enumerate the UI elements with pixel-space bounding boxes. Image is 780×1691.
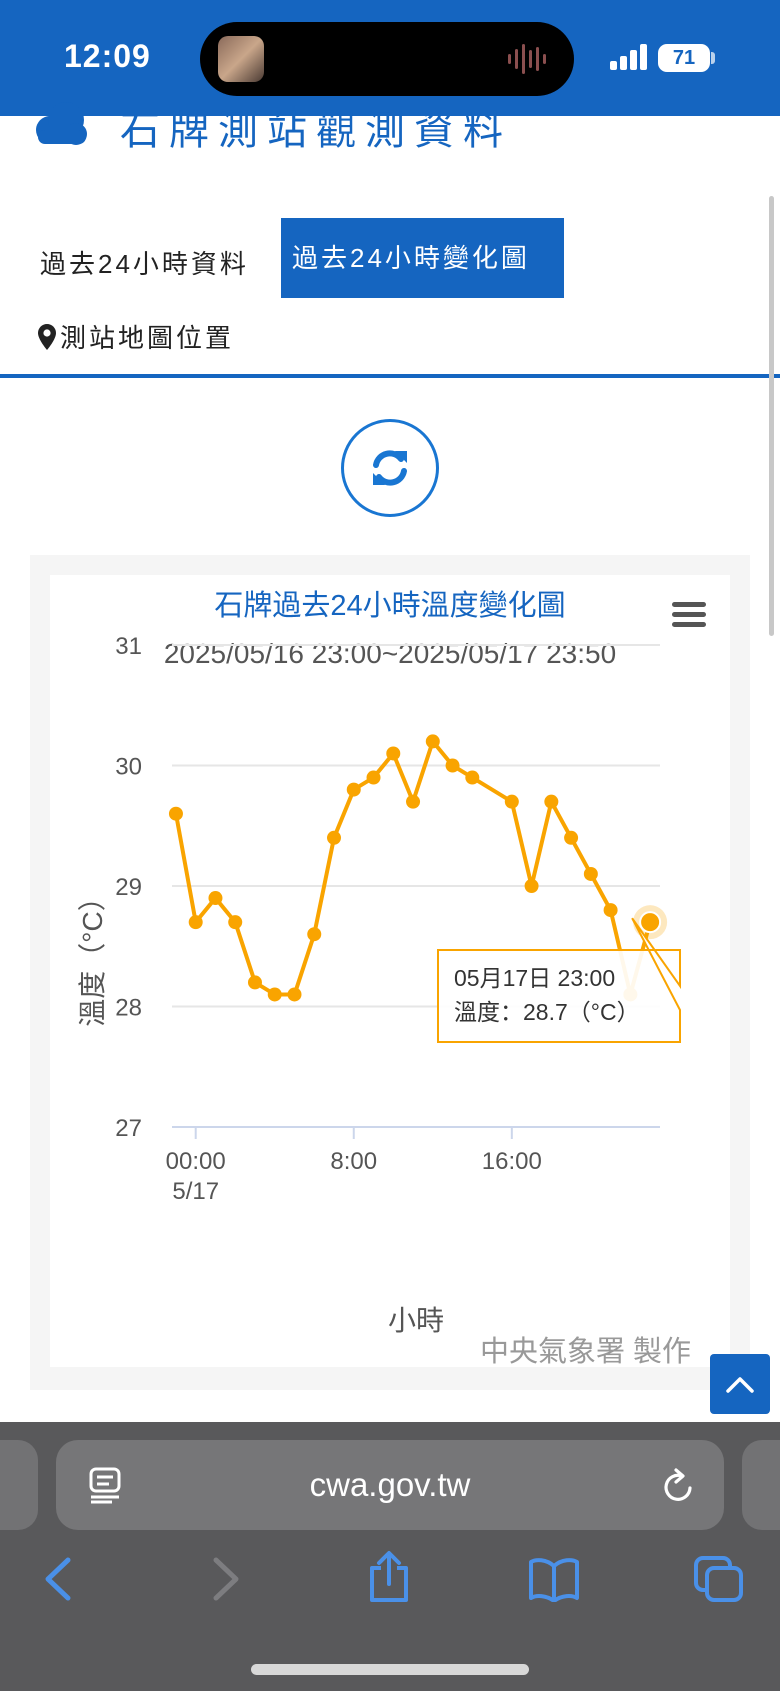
data-point — [327, 830, 342, 845]
refresh-button[interactable] — [341, 419, 439, 517]
refresh-icon — [373, 450, 407, 486]
data-point — [208, 891, 223, 906]
address-bar[interactable] — [56, 1440, 724, 1530]
tooltip-date: 05月17日 23:00 — [454, 965, 615, 991]
page-scrollbar[interactable] — [769, 196, 774, 636]
reader-mode-icon[interactable] — [88, 1466, 122, 1504]
x-tick-label: 16:00 — [482, 1148, 542, 1175]
y-tick-label: 27 — [115, 1115, 142, 1142]
tooltip-value: 溫度：28.7（°C） — [454, 999, 640, 1025]
x-tick-sublabel: 5/17 — [172, 1178, 219, 1205]
battery-tip — [711, 52, 715, 64]
chart-subtitle: 2025/05/16 23:00~2025/05/17 23:50 — [164, 638, 616, 669]
now-playing-thumbnail — [218, 36, 264, 82]
data-point — [583, 866, 598, 881]
y-tick-label: 31 — [115, 633, 142, 660]
data-point — [425, 734, 440, 749]
data-point — [445, 758, 460, 773]
tooltip-box — [437, 917, 681, 1043]
data-point — [564, 830, 579, 845]
page-header: 石牌測站觀測資料 — [0, 100, 780, 160]
tabs-icon[interactable] — [694, 1556, 744, 1602]
y-tick-label: 30 — [115, 754, 142, 781]
previous-tab-preview[interactable] — [0, 1440, 38, 1530]
back-icon[interactable] — [40, 1556, 76, 1602]
tab-past-24h-chart[interactable]: 過去24小時變化圖 — [281, 218, 564, 298]
cellular-signal-icon — [610, 44, 647, 70]
tab-past-24h-data[interactable]: 過去24小時資料 — [40, 249, 249, 279]
data-point — [267, 987, 282, 1002]
scroll-to-top-button[interactable] — [710, 1354, 770, 1414]
map-pin-icon — [38, 323, 56, 350]
data-point — [287, 987, 302, 1002]
chart-credit[interactable]: 中央氣象署 製作 — [480, 1336, 692, 1368]
next-tab-preview[interactable] — [742, 1440, 780, 1530]
home-indicator[interactable] — [251, 1664, 529, 1675]
chart-title: 石牌過去24小時溫度變化圖 — [214, 589, 565, 622]
y-tick-label: 29 — [115, 874, 142, 901]
data-point — [247, 975, 262, 990]
data-point — [188, 915, 203, 930]
audio-wave-icon — [508, 44, 546, 74]
data-point — [386, 746, 401, 761]
data-point — [307, 927, 322, 942]
data-point — [168, 806, 183, 821]
temperature-chart: 石牌過去24小時溫度變化圖 2025/05/16 23:00~2025/05/1… — [77, 589, 681, 1336]
x-tick-label: 00:00 — [166, 1148, 226, 1175]
tab-divider — [0, 374, 780, 378]
bookmarks-icon[interactable] — [528, 1556, 580, 1602]
tab-station-map[interactable]: 測站地圖位置 — [38, 318, 234, 355]
forward-icon[interactable] — [208, 1556, 244, 1602]
data-point-hovered — [639, 911, 662, 934]
tab-station-map-label: 測站地圖位置 — [60, 323, 235, 353]
cloud-icon — [36, 102, 87, 145]
page-title: 石牌測站觀測資料 — [120, 109, 512, 153]
share-icon[interactable] — [366, 1550, 412, 1604]
chart-menu-icon[interactable] — [670, 600, 708, 630]
data-point — [346, 782, 361, 797]
x-tick-label: 8:00 — [330, 1148, 377, 1175]
data-point — [366, 770, 381, 785]
data-point — [603, 903, 618, 918]
dynamic-island — [200, 22, 574, 96]
y-axis-label: 溫度（°C） — [77, 883, 108, 1026]
y-tick-label: 28 — [115, 995, 142, 1022]
battery-icon: 71 — [658, 44, 710, 72]
x-axis-label: 小時 — [388, 1305, 444, 1336]
url-text[interactable]: cwa.gov.tw — [309, 1466, 471, 1503]
data-point — [544, 794, 559, 809]
chart-tooltip: 05月17日 23:00 溫度：28.7（°C） — [437, 917, 681, 1043]
data-point — [504, 794, 519, 809]
data-point — [228, 915, 243, 930]
data-point — [524, 879, 539, 893]
status-time: 12:09 — [64, 38, 151, 74]
reload-icon[interactable] — [662, 1468, 696, 1504]
data-point — [465, 770, 480, 785]
data-point — [406, 794, 421, 809]
chevron-up-icon — [726, 1377, 754, 1393]
